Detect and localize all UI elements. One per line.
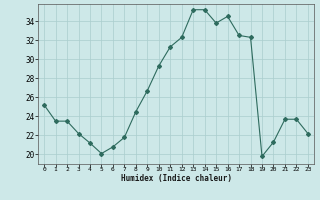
- X-axis label: Humidex (Indice chaleur): Humidex (Indice chaleur): [121, 174, 231, 183]
